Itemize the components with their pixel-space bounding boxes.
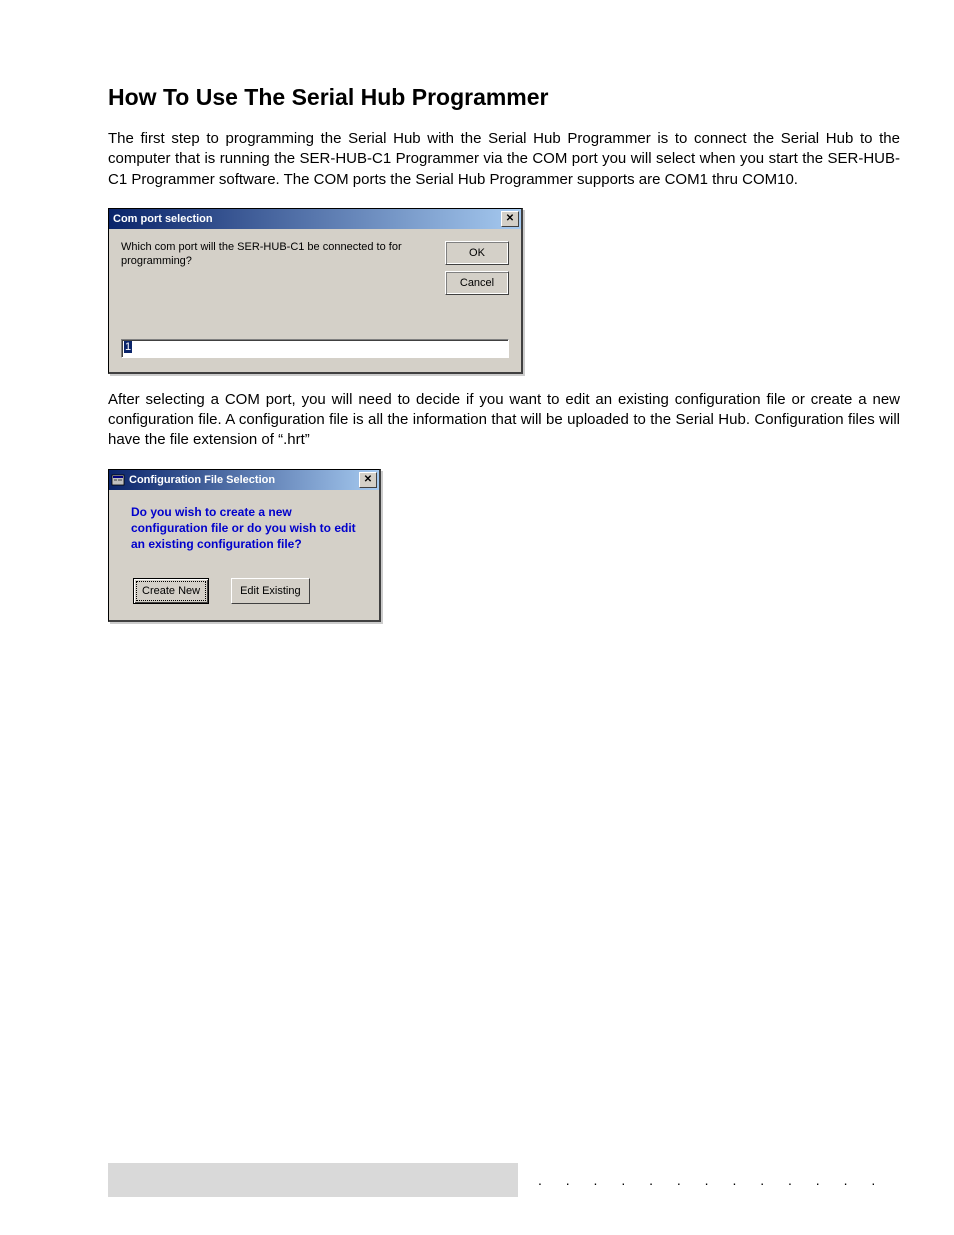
edit-existing-button[interactable]: Edit Existing (231, 578, 310, 604)
com-port-input[interactable]: 1 (121, 339, 509, 358)
dialog-body: Which com port will the SER-HUB-C1 be co… (109, 229, 521, 372)
document-page: How To Use The Serial Hub Programmer The… (0, 0, 954, 1235)
com-port-input-wrap: 1 (121, 339, 509, 358)
dialog-title-group: Configuration File Selection (111, 473, 275, 487)
dialog-prompt: Which com port will the SER-HUB-C1 be co… (121, 241, 421, 269)
page-heading: How To Use The Serial Hub Programmer (108, 84, 900, 111)
dialog-titlebar: Configuration File Selection ✕ (109, 470, 379, 490)
close-button[interactable]: ✕ (501, 211, 519, 227)
cancel-button[interactable]: Cancel (445, 271, 509, 295)
dialog-titlebar: Com port selection ✕ (109, 209, 521, 229)
page-footer: . . . . . . . . . . . . . . . . . . . . … (108, 1163, 900, 1197)
dialog-prompt: Do you wish to create a new configuratio… (131, 504, 361, 553)
com-port-input-value: 1 (124, 341, 132, 353)
app-icon (111, 473, 125, 487)
close-icon: ✕ (364, 474, 372, 485)
close-icon: ✕ (506, 213, 514, 224)
dialog-button-column: OK Cancel (445, 241, 509, 295)
create-new-button[interactable]: Create New (133, 578, 209, 604)
ok-button[interactable]: OK (445, 241, 509, 265)
dialog-content-row: Which com port will the SER-HUB-C1 be co… (121, 241, 509, 295)
close-button[interactable]: ✕ (359, 472, 377, 488)
intro-paragraph-1: The first step to programming the Serial… (108, 129, 900, 190)
configuration-file-selection-dialog: Configuration File Selection ✕ Do you wi… (108, 469, 381, 623)
footer-dots: . . . . . . . . . . . . . . . . . . . . … (518, 1172, 900, 1188)
dialog-title: Configuration File Selection (129, 474, 275, 486)
dialog-title: Com port selection (113, 213, 213, 225)
dialog-body: Do you wish to create a new configuratio… (109, 490, 379, 621)
dialog-button-row: Create New Edit Existing (133, 578, 361, 604)
footer-block (108, 1163, 518, 1197)
intro-paragraph-2: After selecting a COM port, you will nee… (108, 390, 900, 451)
com-port-selection-dialog: Com port selection ✕ Which com port will… (108, 208, 523, 374)
